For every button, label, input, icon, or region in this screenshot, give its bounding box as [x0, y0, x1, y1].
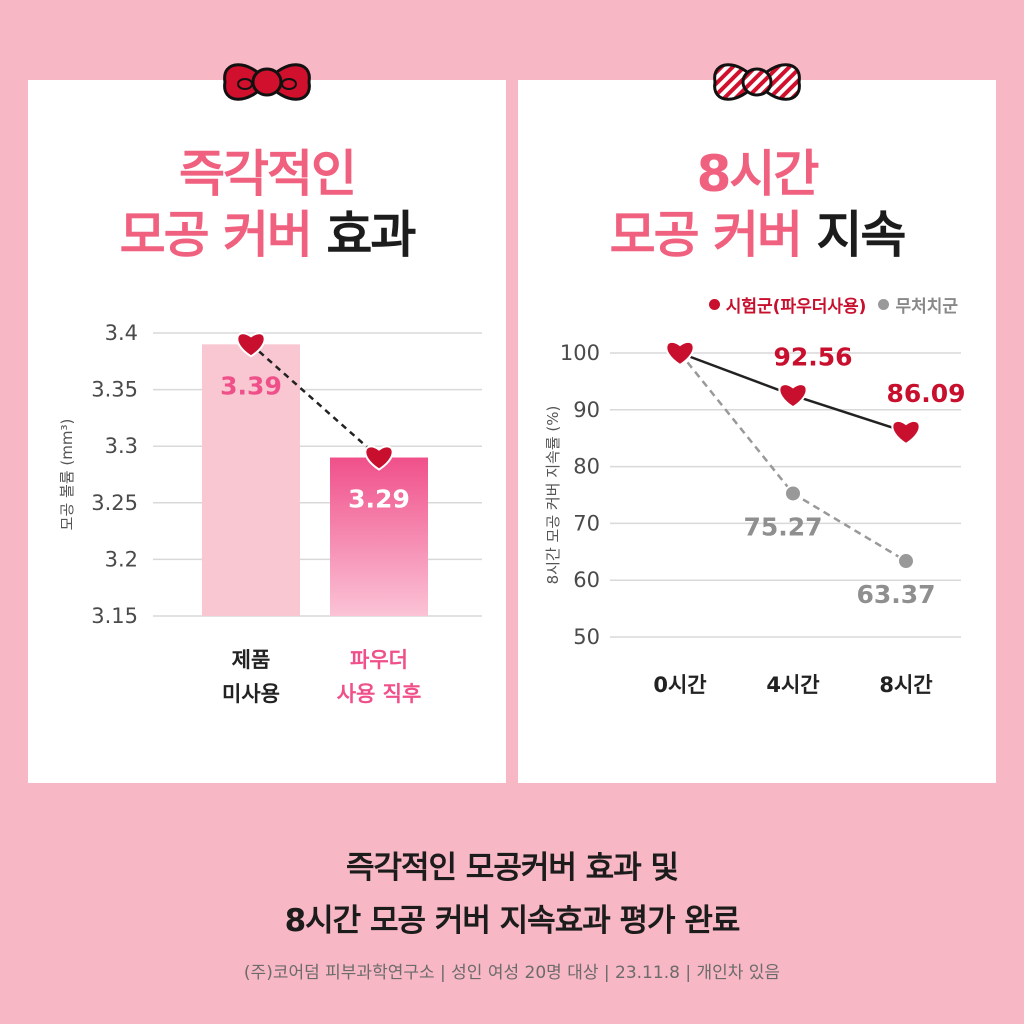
footer-headline-1: 즉각적인 모공커버 효과 및: [345, 850, 679, 886]
heart-marker-icon: [778, 383, 808, 409]
heart-marker-icon: [665, 340, 695, 367]
bar: [202, 344, 300, 616]
y-tick-label: 90: [573, 398, 600, 422]
control-point-marker: [897, 552, 915, 571]
y-tick-label: 3.2: [105, 547, 138, 571]
treated-value-label: 86.09: [886, 379, 965, 408]
y-tick-label: 50: [573, 625, 600, 649]
heart-marker-icon: [891, 419, 921, 446]
y-tick-label: 80: [573, 455, 600, 479]
control-value-label: 63.37: [856, 580, 935, 609]
legend-dot-control: [878, 299, 890, 310]
y-tick-label: 3.4: [105, 321, 138, 345]
x-category-label: 파우더 사용 직후: [337, 648, 422, 706]
legend-label-treated: 시험군(파우더사용): [725, 297, 867, 317]
pore-volume-bar-chart: 3.4 3.35 3.3 3.25 3.2 3.15 모공 볼륨 (mm³) 3.39 제품 미사…: [58, 321, 482, 706]
heart-marker-icon: [364, 445, 394, 471]
bar: [330, 457, 428, 616]
right-title-line1: 8시간: [696, 145, 820, 203]
y-axis-label: 모공 볼륨 (mm³): [58, 419, 76, 531]
ribbon-bow-icon: [223, 63, 311, 101]
y-tick-label: 60: [573, 568, 600, 592]
right-title-pink: 모공 커버: [609, 206, 803, 264]
pore-cover-line-chart: 100 90 80 70 60 50 8시간 모공 커버 지속률 (%) 0시간 4시간 8시간 7…: [544, 340, 966, 697]
left-title-dark: 효과: [326, 206, 416, 264]
footer-source-note: (주)코어덤 피부과학연구소 | 성인 여성 20명 대상 | 23.11.8 …: [243, 963, 781, 983]
y-tick-label: 70: [573, 511, 600, 535]
heart-marker-icon: [236, 332, 266, 358]
left-chart-panel: 즉각적인 모공 커버 효과 3.4 3.35 3.3 3.25 3.2 3.15 모공 볼륨…: [28, 63, 506, 783]
treated-value-label: 92.56: [773, 342, 852, 371]
x-tick-label: 8시간: [879, 673, 932, 697]
y-tick-label: 100: [560, 341, 600, 365]
y-axis-label: 8시간 모공 커버 지속률 (%): [544, 406, 562, 585]
control-point-marker: [784, 484, 802, 503]
y-tick-label: 3.15: [91, 604, 138, 628]
left-title-line2: 모공 커버 효과: [28, 205, 506, 266]
striped-ribbon-bow-icon: [713, 63, 801, 101]
y-tick-label: 3.25: [91, 491, 138, 515]
bar-value-label: 3.29: [348, 485, 410, 514]
y-tick-label: 3.3: [105, 434, 138, 458]
x-tick-label: 0시간: [653, 673, 706, 697]
legend-dot-treated: [708, 299, 720, 310]
control-value-label: 75.27: [743, 512, 822, 541]
x-category-label: 제품 미사용: [222, 648, 280, 706]
y-tick-label: 3.35: [91, 378, 138, 402]
legend-label-control: 무처치군: [895, 297, 958, 317]
bar-value-label: 3.39: [220, 371, 282, 400]
x-tick-label: 4시간: [766, 673, 819, 697]
footer-headline-2: 8시간 모공 커버 지속효과 평가 완료: [284, 903, 741, 939]
left-title-pink: 모공 커버: [119, 206, 313, 264]
left-title-line1: 즉각적인: [179, 145, 357, 203]
right-title-line2: 모공 커버 지속: [518, 205, 996, 266]
chart-legend: 시험군(파우더사용) 무처치군: [708, 292, 958, 317]
right-title-dark: 지속: [816, 206, 906, 264]
right-chart-panel: 8시간 모공 커버 지속 시험군(파우더사용) 무처치군 100 90 80 70 60…: [518, 63, 996, 783]
